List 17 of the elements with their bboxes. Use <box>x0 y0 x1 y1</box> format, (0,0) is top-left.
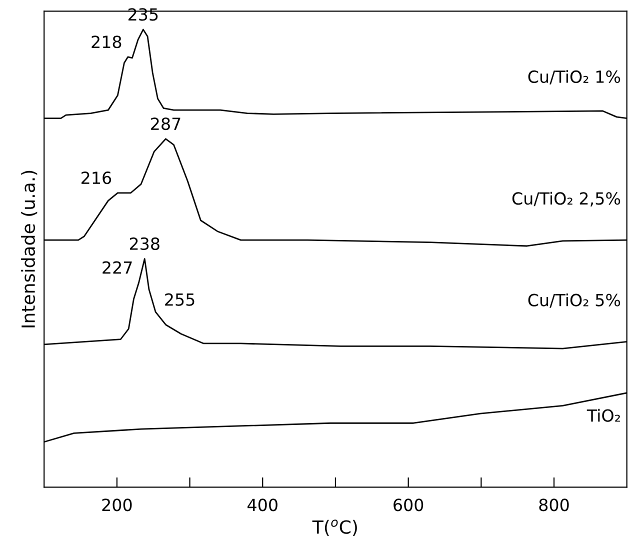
annotation: 216 <box>82 172 112 184</box>
annotation: 255 <box>165 293 194 306</box>
x-axis-title: T($^{o}$C) <box>312 520 357 536</box>
x-tick-label: 400 <box>248 498 278 512</box>
annotation: 235 <box>128 8 158 21</box>
annotation: 238 <box>130 237 160 250</box>
series-label: TiO₂ <box>586 408 620 422</box>
text: Cu/TiO₂ 5% <box>528 293 620 308</box>
annotation: 227 <box>102 261 132 274</box>
annotation: 287 <box>151 118 180 130</box>
y-axis-title: Intensidade (u.a.) <box>21 170 38 328</box>
x-tick-label: 200 <box>102 498 132 512</box>
text: Cu/TiO₂ 2,5% <box>512 192 620 206</box>
annotation: 218 <box>92 36 122 48</box>
x-tick-label: 800 <box>539 498 569 512</box>
x-tick-label: 600 <box>394 498 424 512</box>
series-label: Cu/TiO₂ 1% <box>528 70 620 84</box>
